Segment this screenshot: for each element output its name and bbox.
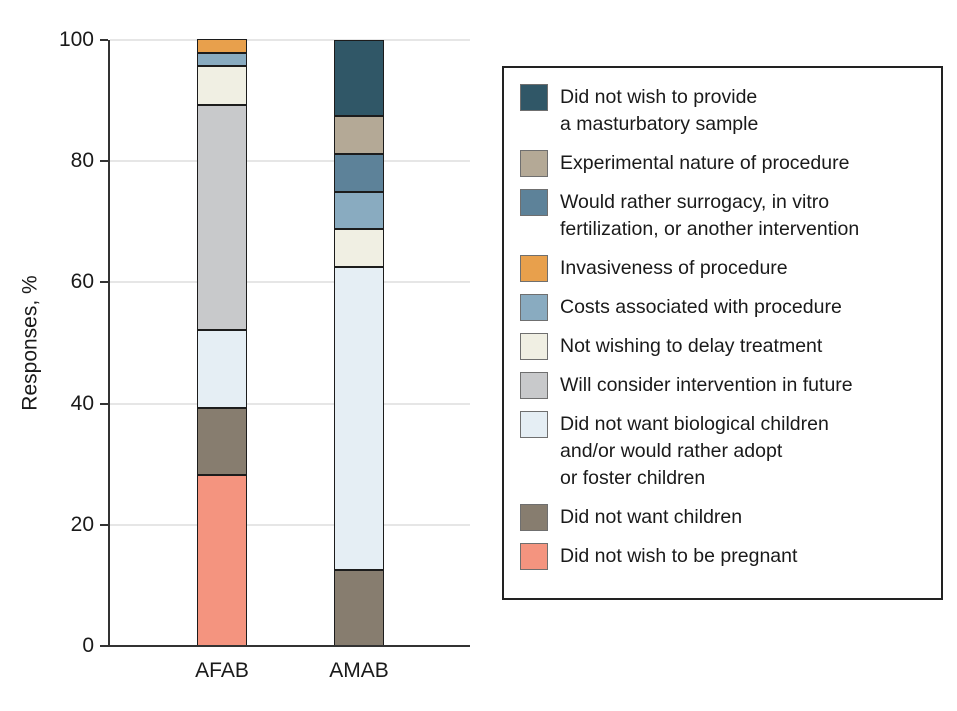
legend-item: Costs associated with procedure [520,294,927,321]
legend-item: Did not wish to be pregnant [520,543,927,570]
bar-amab [334,40,384,646]
bar-segment [334,40,384,116]
y-tick-0 [100,645,108,647]
legend-label: Did not want biological children and/or w… [560,411,829,492]
legend-label-line: Experimental nature of procedure [560,152,850,174]
y-tick-100 [100,39,108,41]
gridline-80 [110,160,470,163]
legend-label-line: Will consider intervention in future [560,374,853,396]
bar-segment [197,66,247,106]
bar-afab [197,39,247,646]
bar-segment [334,115,384,154]
bar-segment [197,329,247,409]
legend-item: Did not wish to provide a masturbatory sa… [520,84,927,138]
bar-segment [197,39,247,53]
y-tick-label-20: 20 [70,512,94,536]
gridline-100 [110,39,470,41]
gridline-60 [110,281,470,284]
legend-label: Did not wish to be pregnant [560,543,797,570]
legend: Did not wish to provide a masturbatory sa… [502,66,943,600]
legend-item: Would rather surrogacy, in vitro fertiliz… [520,189,927,243]
legend-label-line: Not wishing to delay treatment [560,335,823,357]
x-category-label-amab: AMAB [329,659,389,682]
bar-segment [197,408,247,475]
legend-label-line: Did not want children [560,506,743,528]
legend-label: Did not wish to provide a masturbatory sa… [560,84,758,138]
legend-label-line: Did not wish to provide [560,86,758,108]
bar-segment [334,570,384,646]
x-category-label-afab: AFAB [195,659,249,682]
legend-label-line: Invasiveness of procedure [560,257,788,279]
legend-swatch [520,189,548,216]
legend-swatch [520,372,548,399]
legend-label: Not wishing to delay treatment [560,333,822,360]
bar-segment [334,191,384,230]
bar-segment [197,105,247,330]
legend-item: Did not want biological children and/or w… [520,411,927,492]
legend-label: Experimental nature of procedure [560,150,849,177]
y-tick-80 [100,160,108,163]
legend-label-line: and/or would rather adopt [560,440,783,462]
gridline-20 [110,523,470,526]
legend-swatch [520,294,548,321]
gridline-40 [110,402,470,405]
legend-label: Would rather surrogacy, in vitro fertiliz… [560,189,859,243]
bar-segment [334,267,384,571]
y-axis-title-text: Responses, % [19,275,42,411]
legend-label: Will consider intervention in future [560,372,853,399]
legend-label-line: Costs associated with procedure [560,296,842,318]
y-tick-60 [100,281,108,284]
legend-item: Did not want children [520,504,927,531]
legend-label: Costs associated with procedure [560,294,842,321]
y-tick-label-60: 60 [70,270,94,294]
bar-segment [334,229,384,268]
legend-swatch [520,255,548,282]
legend-swatch [520,84,548,111]
bar-segment [197,474,247,646]
x-axis-line [108,645,470,647]
y-tick-label-40: 40 [70,391,94,415]
legend-item: Will consider intervention in future [520,372,927,399]
legend-swatch [520,411,548,438]
legend-swatch [520,333,548,360]
y-tick-label-80: 80 [70,149,94,173]
legend-swatch [520,543,548,570]
legend-item: Not wishing to delay treatment [520,333,927,360]
y-tick-40 [100,402,108,405]
legend-label-line: or foster children [560,467,706,489]
legend-item: Experimental nature of procedure [520,150,927,177]
legend-item: Invasiveness of procedure [520,255,927,282]
bar-segment [334,153,384,192]
bar-segment [197,52,247,67]
legend-swatch [520,504,548,531]
legend-label-line: Did not want biological children [560,413,829,435]
legend-label: Invasiveness of procedure [560,255,788,282]
y-tick-label-0: 0 [82,634,94,657]
legend-label-line: a masturbatory sample [560,113,759,135]
legend-label-line: Would rather surrogacy, in vitro [560,191,830,213]
y-axis-line [108,40,110,647]
legend-label: Did not want children [560,504,742,531]
y-tick-20 [100,523,108,526]
legend-label-line: Did not wish to be pregnant [560,545,798,567]
legend-label-line: fertilization, or another intervention [560,218,860,240]
y-tick-label-100: 100 [58,28,94,51]
legend-swatch [520,150,548,177]
plot-area [110,39,470,646]
y-axis-title: Responses, % [14,40,48,646]
